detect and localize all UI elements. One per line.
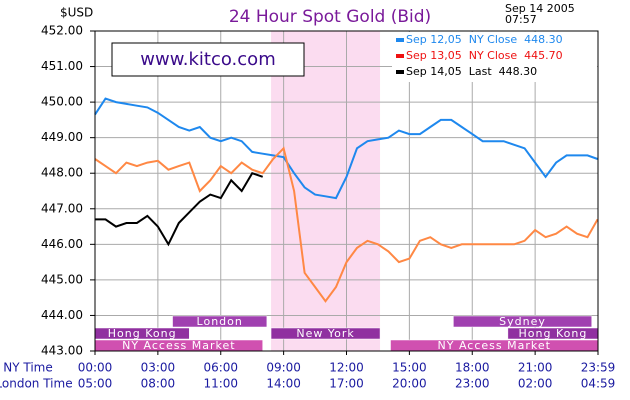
x2-tick-label: 05:00 [78,377,113,391]
time: 07:57 [505,13,537,26]
y-unit: $USD [60,6,93,20]
session-label: New York [296,327,354,340]
x2-tick-label: 17:00 [329,377,364,391]
x-tick-label: 12:00 [329,361,364,375]
session-label: Hong Kong [108,327,177,340]
y-tick-label: 452.00 [41,24,83,38]
y-tick-label: 446.00 [41,237,83,251]
x2-tick-label: 11:00 [203,377,238,391]
legend-label: Sep 14,05 Last 448.30 [406,65,537,78]
x2-tick-label: 04:59 [581,377,616,391]
x-tick-label: 18:00 [455,361,490,375]
legend-label: Sep 12,05 NY Close 448.30 [406,33,563,46]
x-tick-label: 15:00 [392,361,427,375]
x2-tick-label: 08:00 [141,377,176,391]
session-label: NY Access Market [122,339,235,352]
y-tick-label: 449.00 [41,130,83,144]
x-axis-label: NY Time [3,361,53,375]
y-tick-label: 443.00 [41,344,83,358]
shaded-region [271,31,381,351]
x2-tick-label: 23:00 [455,377,490,391]
x-tick-label: 09:00 [266,361,301,375]
session-bar [172,315,268,328]
watermark-box [111,42,305,77]
x-tick-label: 23:59 [581,361,616,375]
legend-box [392,32,597,82]
x2-tick-label: 14:00 [266,377,301,391]
x2-tick-label: 20:00 [392,377,427,391]
session-bar [270,327,381,340]
y-tick-label: 450.00 [41,95,83,109]
session-label: NY Access Market [438,339,551,352]
legend-swatch [396,38,404,42]
legend-swatch [396,54,404,58]
plot-frame [94,30,599,352]
session-label: Hong Kong [519,327,588,340]
chart-title: 24 Hour Spot Gold (Bid) [229,7,431,27]
x-tick-label: 03:00 [141,361,176,375]
y-tick-label: 451.00 [41,59,83,73]
y-tick-label: 447.00 [41,201,83,215]
x2-axis-label: London Time [0,377,73,391]
series-line [94,97,598,200]
session-bar [453,315,592,328]
legend-swatch [396,70,404,74]
x-tick-label: 06:00 [203,361,238,375]
date: Sep 14 2005 [505,2,575,15]
x-tick-label: 21:00 [518,361,553,375]
legend-label: Sep 13,05 NY Close 445.70 [406,49,563,62]
x2-tick-label: 02:00 [518,377,553,391]
x-tick-label: 00:00 [78,361,113,375]
series-line [94,146,599,303]
y-tick-label: 448.00 [41,166,83,180]
session-label: Sydney [499,315,546,328]
y-tick-label: 445.00 [41,272,83,286]
series-line [95,171,264,247]
watermark: www.kitco.com [140,49,275,70]
y-tick-label: 444.00 [41,308,83,322]
session-label: London [197,315,243,328]
